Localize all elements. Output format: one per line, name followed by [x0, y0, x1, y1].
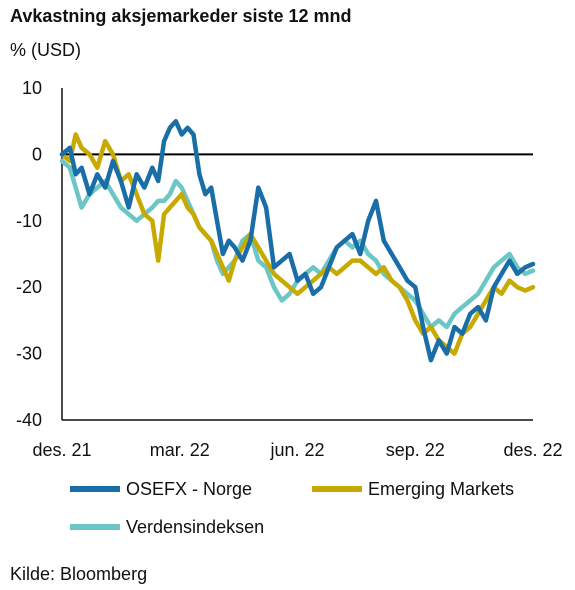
y-axis-ticks: 10 0 -10 -20 -30 -40: [16, 78, 42, 430]
series-line-osefx-norge: [59, 118, 536, 363]
legend-label: OSEFX - Norge: [126, 479, 252, 499]
y-tick-label: -20: [16, 277, 42, 297]
source-note: Kilde: Bloomberg: [10, 564, 148, 584]
x-tick-label: sep. 22: [386, 440, 445, 460]
x-tick-label: des. 21: [32, 440, 91, 460]
series-lines: [59, 118, 536, 363]
x-tick-label: mar. 22: [150, 440, 210, 460]
legend-label: Verdensindeksen: [126, 517, 264, 537]
y-axis-unit-label: % (USD): [10, 40, 81, 60]
legend: OSEFX - Norge Emerging Markets Verdensinde…: [70, 479, 514, 537]
chart-title: Avkastning aksjemarkeder siste 12 mnd: [10, 6, 352, 26]
x-tick-label: des. 22: [503, 440, 562, 460]
y-tick-label: 0: [32, 144, 42, 164]
x-axis-ticks: des. 21 mar. 22 jun. 22 sep. 22 des. 22: [32, 440, 562, 460]
series-line-emerging-markets: [59, 132, 536, 356]
y-tick-label: -30: [16, 344, 42, 364]
y-tick-label: 10: [22, 78, 42, 98]
series-line-verdensindeksen: [59, 158, 536, 330]
legend-label: Emerging Markets: [368, 479, 514, 499]
y-tick-label: -40: [16, 410, 42, 430]
y-tick-label: -10: [16, 211, 42, 231]
x-tick-label: jun. 22: [269, 440, 324, 460]
